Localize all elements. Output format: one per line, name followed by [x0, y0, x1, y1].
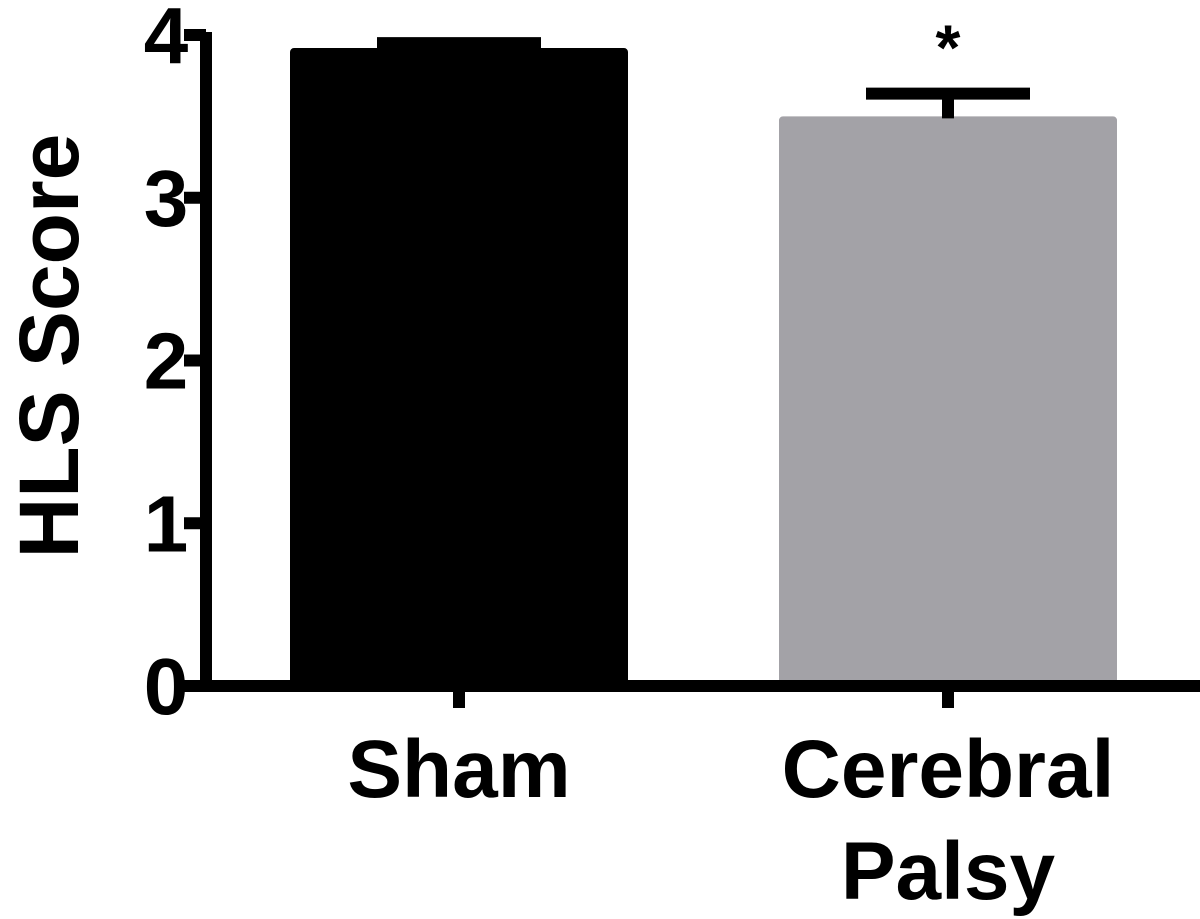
y-tick-label-1: 1: [144, 479, 189, 568]
y-tick-label-0: 0: [144, 642, 189, 731]
error-bars-group: [377, 37, 1030, 119]
bar-sham: [290, 48, 628, 686]
x-tick-label-sham: Sham: [347, 724, 570, 815]
x-tick-label-cerebral-palsy-line-1: Cerebral: [782, 724, 1115, 815]
y-tick-label-4: 4: [144, 0, 189, 80]
bar-cerebral-palsy: [779, 116, 1117, 686]
axes-group: [184, 29, 1200, 708]
labels-group: * 0 1 2 3 4 Sham Cerebral Palsy: [144, 0, 1115, 917]
significance-marker: *: [936, 12, 961, 84]
y-tick-label-3: 3: [144, 154, 189, 243]
bars-group: [290, 48, 1117, 686]
y-axis-title: HLS Score: [2, 134, 96, 559]
y-tick-label-2: 2: [144, 317, 189, 406]
x-tick-label-cerebral-palsy-line-2: Palsy: [841, 826, 1056, 917]
